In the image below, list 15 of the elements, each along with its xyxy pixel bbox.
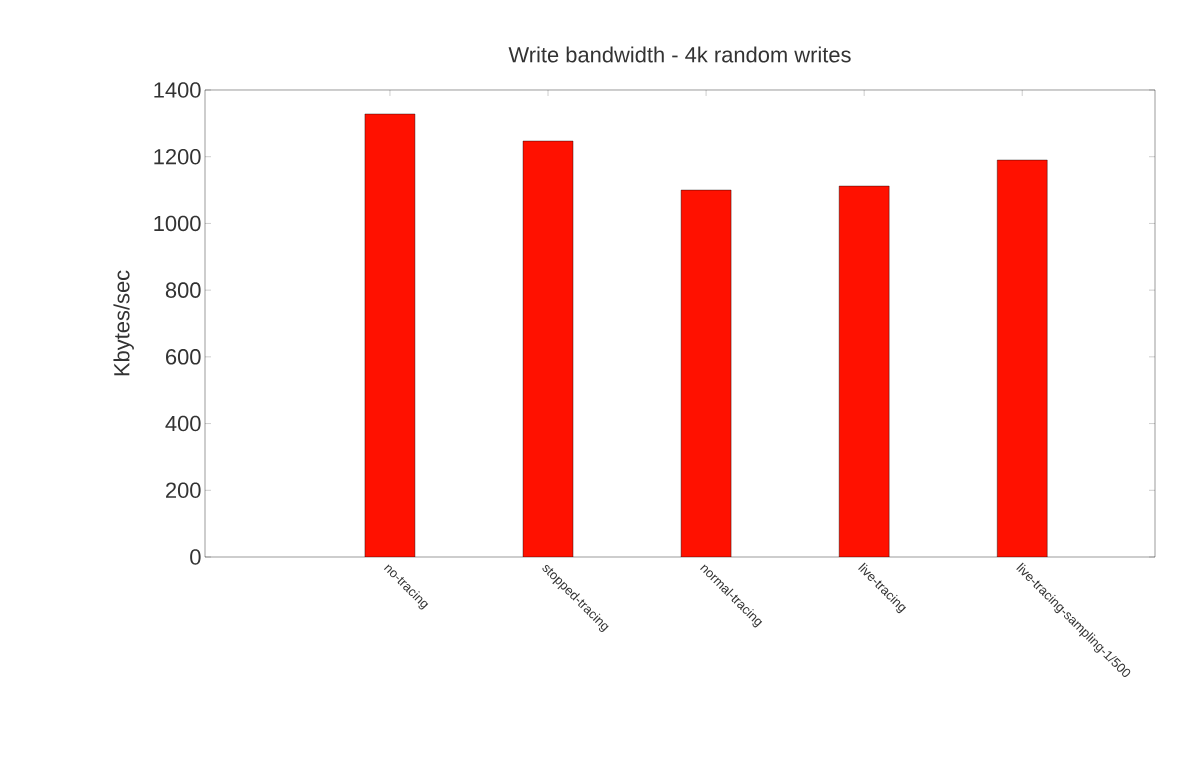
bar: [997, 159, 1048, 557]
y-tick-label: 200: [166, 482, 201, 499]
y-tick-label: 0: [190, 549, 201, 565]
y-tick-label: 600: [166, 349, 201, 365]
y-axis-title: Kbytes/sec: [113, 270, 134, 376]
bar: [838, 185, 890, 557]
chart-title: Write bandwidth - 4k random writes: [508, 46, 851, 63]
bar: [364, 113, 416, 557]
bar: [680, 189, 732, 557]
y-tick-label: 1400: [154, 82, 201, 98]
y-tick-label: 800: [165, 282, 201, 298]
y-tick-label: 400: [165, 415, 201, 432]
y-tick-label: 1200: [154, 148, 201, 165]
bar: [522, 140, 574, 557]
y-tick-label: 1000: [154, 215, 201, 232]
